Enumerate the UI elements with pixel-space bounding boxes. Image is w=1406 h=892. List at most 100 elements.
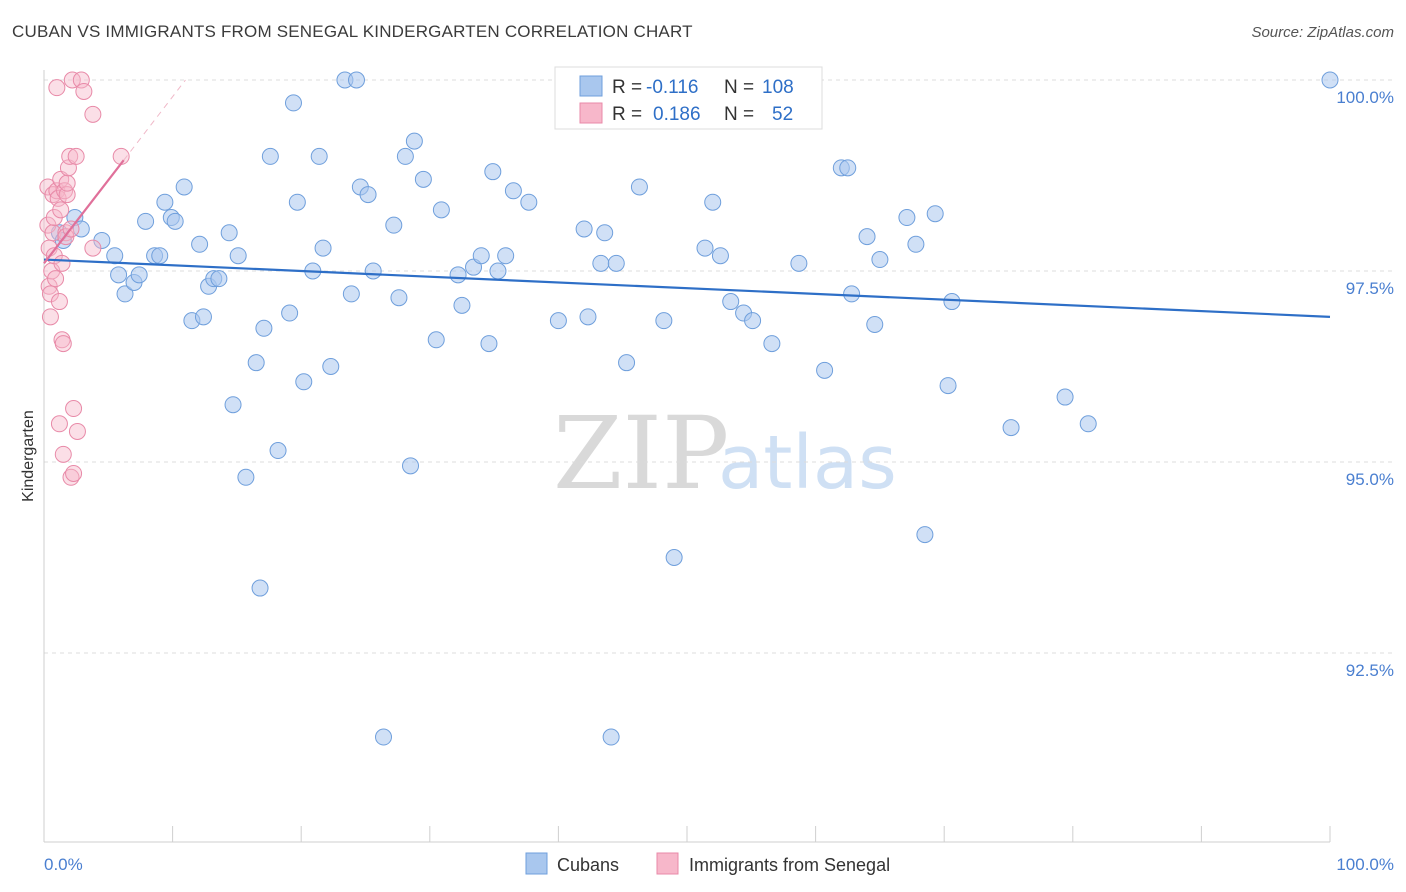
- point-senegal-27: [58, 174, 76, 192]
- point-cubans-64: [520, 193, 538, 211]
- point-senegal-17: [52, 201, 70, 219]
- y-tick-label-1: 97.5%: [1346, 279, 1394, 298]
- legend-r-value-2: 0.186: [653, 104, 701, 125]
- trend-line-cubans: [43, 258, 1331, 318]
- point-senegal-16: [50, 415, 68, 433]
- bottom-legend-label-senegal: Immigrants from Senegal: [689, 855, 890, 875]
- point-senegal-38: [75, 82, 93, 100]
- point-cubans-55: [449, 266, 467, 284]
- point-cubans-72: [618, 354, 636, 372]
- point-cubans-68: [592, 254, 610, 272]
- bottom-legend-swatch-cubans: [525, 852, 548, 875]
- point-cubans-58: [472, 247, 490, 265]
- point-senegal-29: [61, 147, 79, 165]
- point-senegal-22: [54, 335, 72, 353]
- legend-n-value-1: 108: [762, 77, 794, 98]
- x-ticks: [43, 826, 1331, 842]
- point-cubans-35: [295, 373, 313, 391]
- point-cubans-71: [607, 254, 625, 272]
- point-cubans-54: [432, 201, 450, 219]
- point-cubans-5: [106, 247, 124, 265]
- point-cubans-74: [655, 312, 673, 330]
- point-cubans-10: [137, 212, 155, 230]
- point-cubans-50: [402, 457, 420, 475]
- point-cubans-39: [322, 358, 340, 375]
- chart-title: CUBAN VS IMMIGRANTS FROM SENEGAL KINDERG…: [12, 22, 693, 41]
- point-cubans-78: [704, 193, 722, 211]
- point-cubans-93: [907, 235, 925, 253]
- point-senegal-21: [54, 445, 72, 463]
- point-cubans-46: [375, 728, 393, 746]
- point-cubans-34: [288, 193, 306, 211]
- point-cubans-32: [281, 304, 299, 322]
- point-cubans-61: [489, 262, 507, 280]
- legend-n-label-2: N =: [724, 104, 754, 125]
- point-cubans-67: [579, 308, 597, 326]
- point-cubans-6: [110, 266, 128, 284]
- point-cubans-99: [1056, 388, 1074, 406]
- point-cubans-16: [175, 178, 193, 196]
- point-cubans-24: [224, 396, 242, 414]
- point-cubans-19: [194, 308, 212, 326]
- point-cubans-44: [359, 186, 377, 204]
- point-senegal-40: [84, 239, 102, 257]
- point-cubans-80: [722, 293, 740, 311]
- legend-swatch-cubans: [579, 75, 603, 97]
- point-cubans-30: [261, 147, 279, 165]
- point-cubans-7: [116, 285, 134, 303]
- point-cubans-42: [347, 71, 365, 89]
- watermark-atlas: atlas: [718, 420, 897, 506]
- point-cubans-25: [229, 247, 247, 265]
- point-cubans-52: [414, 170, 432, 188]
- point-cubans-95: [926, 205, 944, 223]
- point-cubans-12: [151, 247, 169, 265]
- point-senegal-5: [41, 308, 59, 326]
- point-cubans-77: [696, 239, 714, 257]
- y-tick-label-0: 100.0%: [1336, 88, 1394, 107]
- point-cubans-65: [549, 312, 567, 330]
- legend-n-label-1: N =: [724, 77, 754, 98]
- point-cubans-97: [943, 293, 961, 311]
- point-cubans-88: [843, 285, 861, 303]
- point-cubans-98: [1002, 419, 1020, 437]
- point-cubans-60: [484, 163, 502, 181]
- point-cubans-85: [816, 361, 834, 379]
- point-cubans-15: [166, 212, 184, 230]
- point-cubans-62: [497, 247, 515, 265]
- point-cubans-23: [220, 224, 238, 242]
- point-cubans-22: [210, 270, 228, 288]
- point-cubans-51: [405, 132, 423, 150]
- gridlines: [44, 79, 1394, 654]
- point-cubans-18: [191, 235, 209, 253]
- y-axis-label: Kindergarten: [20, 410, 37, 502]
- point-cubans-27: [247, 354, 265, 372]
- point-cubans-13: [156, 193, 174, 211]
- point-cubans-90: [866, 315, 884, 333]
- point-cubans-45: [364, 262, 382, 280]
- point-cubans-84: [790, 254, 808, 272]
- point-cubans-73: [630, 178, 648, 196]
- legend-r-label-2: R =: [612, 104, 642, 125]
- point-cubans-70: [602, 728, 620, 746]
- point-cubans-28: [251, 579, 269, 597]
- point-cubans-59: [480, 335, 498, 353]
- point-senegal-19: [53, 254, 71, 272]
- point-cubans-100: [1079, 415, 1097, 433]
- point-cubans-83: [763, 335, 781, 353]
- point-cubans-47: [385, 216, 403, 234]
- point-senegal-36: [68, 422, 86, 440]
- point-senegal-11: [47, 270, 65, 288]
- x-tick-label-min: 0.0%: [44, 855, 83, 874]
- legend-r-value-1: -0.116: [646, 77, 698, 98]
- point-cubans-69: [596, 224, 614, 242]
- point-cubans-31: [269, 442, 287, 460]
- point-cubans-37: [310, 147, 328, 165]
- point-cubans-101: [1321, 71, 1339, 89]
- x-tick-label-max: 100.0%: [1336, 855, 1394, 874]
- point-cubans-48: [390, 289, 408, 307]
- point-cubans-26: [237, 468, 255, 486]
- point-cubans-75: [665, 549, 683, 566]
- series-senegal-points: [39, 71, 130, 486]
- point-senegal-13: [48, 79, 66, 97]
